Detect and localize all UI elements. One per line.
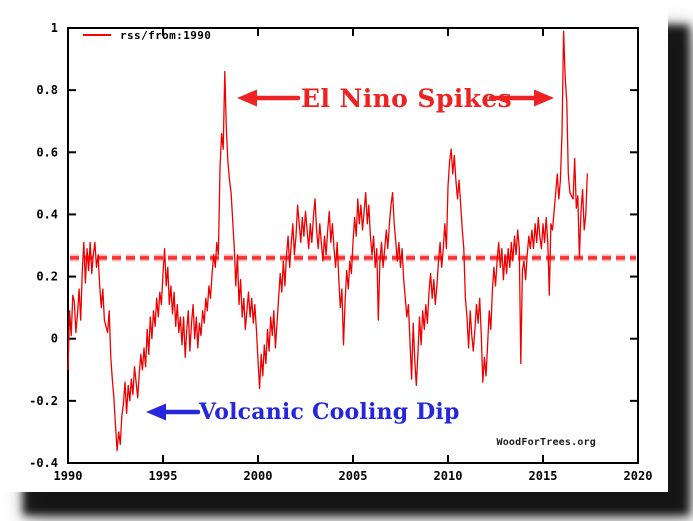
chart-canvas: 1990 1995 2000 2005 2010 2015 2020 -0.4 -0.2 0 0.2… <box>29 21 653 483</box>
y-tick-label: -0.2 <box>29 394 58 408</box>
annotation-el-nino-spikes: El Nino Spikes <box>301 84 513 113</box>
el-nino-arrow-1-head <box>534 89 554 107</box>
series-line-rss <box>67 30 588 452</box>
y-tick-label: 0.2 <box>36 270 58 284</box>
y-tick-label: 0.8 <box>36 83 58 97</box>
annotation-volcanic-cooling-dip: Volcanic Cooling Dip <box>199 399 460 425</box>
volcanic-arrow-0-head <box>146 403 166 421</box>
y-tick-label: 1 <box>51 21 58 35</box>
y-tick-label: 0.4 <box>36 207 58 221</box>
x-tick-label: 2015 <box>529 469 558 483</box>
x-tick-label: 1990 <box>54 469 83 483</box>
y-tick-label: 0.6 <box>36 145 58 159</box>
el-nino-arrow-0-head <box>237 89 257 107</box>
y-tick-label: 0 <box>51 332 58 346</box>
x-tick-label: 1995 <box>149 469 178 483</box>
y-tick-label: -0.4 <box>29 456 58 470</box>
plot-svg: 1990 1995 2000 2005 2010 2015 2020 -0.4 -0.2 0 0.2… <box>29 21 653 483</box>
x-tick-label: 2005 <box>339 469 368 483</box>
watermark-woodfortrees: WoodForTrees.org <box>496 437 596 448</box>
x-tick-label: 2020 <box>624 469 653 483</box>
x-tick-label: 2000 <box>244 469 273 483</box>
x-tick-label: 2010 <box>434 469 463 483</box>
legend-series-label: rss/from:1990 <box>120 29 212 42</box>
